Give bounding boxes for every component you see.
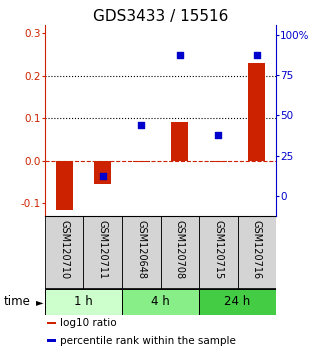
- Bar: [133, 161, 150, 162]
- Text: 4 h: 4 h: [151, 295, 170, 308]
- Title: GDS3433 / 15516: GDS3433 / 15516: [93, 8, 228, 24]
- Bar: [210, 161, 227, 162]
- Bar: [45, 289, 122, 315]
- Bar: [160, 216, 199, 289]
- Point: [100, 173, 105, 178]
- Text: GSM120648: GSM120648: [136, 219, 146, 279]
- Bar: [83, 216, 122, 289]
- Text: GSM120708: GSM120708: [175, 219, 185, 279]
- Text: 1 h: 1 h: [74, 295, 93, 308]
- Bar: [45, 216, 83, 289]
- Text: 24 h: 24 h: [224, 295, 251, 308]
- Point: [254, 52, 259, 58]
- Point: [216, 133, 221, 138]
- Bar: [94, 161, 111, 184]
- Bar: [199, 216, 238, 289]
- Text: GSM120710: GSM120710: [59, 219, 69, 279]
- Point: [177, 52, 182, 58]
- Text: GSM120716: GSM120716: [252, 219, 262, 279]
- Bar: [47, 322, 56, 324]
- Text: GSM120711: GSM120711: [98, 219, 108, 279]
- Text: percentile rank within the sample: percentile rank within the sample: [60, 336, 236, 346]
- Bar: [47, 339, 56, 342]
- Text: log10 ratio: log10 ratio: [60, 318, 117, 328]
- Bar: [122, 289, 199, 315]
- Bar: [122, 216, 160, 289]
- Text: ►: ►: [36, 297, 43, 307]
- Point: [139, 122, 144, 128]
- Bar: [238, 216, 276, 289]
- Text: time: time: [3, 295, 30, 308]
- Bar: [248, 63, 265, 161]
- Text: GSM120715: GSM120715: [213, 219, 223, 279]
- Bar: [56, 161, 73, 210]
- Bar: [171, 122, 188, 161]
- Bar: [199, 289, 276, 315]
